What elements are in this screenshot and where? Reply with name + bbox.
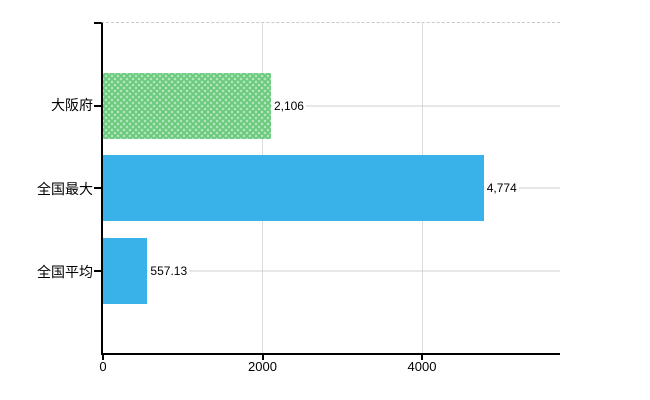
x-tick-label: 4000 <box>407 359 437 374</box>
bar-value-label: 4,774 <box>484 181 519 195</box>
x-tick-label: 0 <box>99 359 107 374</box>
x-axis-tick-labels: 0 2000 4000 <box>99 359 560 377</box>
x-tick-label: 2000 <box>248 359 277 374</box>
bar[interactable] <box>103 155 484 221</box>
bar[interactable] <box>103 237 148 304</box>
x-axis-tick <box>421 355 424 360</box>
bar[interactable] <box>103 72 271 139</box>
y-axis-tick <box>94 187 101 189</box>
y-axis-category-labels: 大阪府全国最大全国平均 <box>0 22 93 355</box>
bar-value-label: 557.13 <box>148 263 190 278</box>
y-axis-tick <box>94 269 101 272</box>
bar-value-label: 2,106 <box>271 98 306 113</box>
category-gridline <box>103 105 560 106</box>
x-axis-tick <box>102 355 104 360</box>
category-gridline <box>103 270 560 271</box>
plot-area: 2,106 4,774 557.13 <box>94 22 560 360</box>
y-axis-tick <box>94 104 101 107</box>
category-label: 大阪府 <box>51 97 93 114</box>
category-label: 全国平均 <box>37 263 93 280</box>
category-label: 全国最大 <box>37 180 93 197</box>
x-axis-tick <box>261 355 264 360</box>
y-axis-end-tick <box>94 22 101 24</box>
